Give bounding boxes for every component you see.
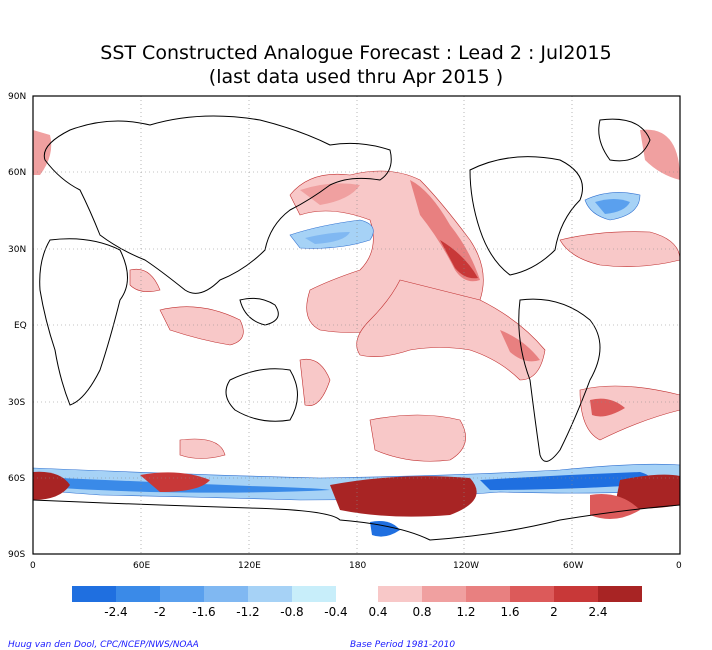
lat-label: 30N bbox=[8, 245, 26, 255]
legend-swatch-positive bbox=[422, 586, 466, 602]
lon-label: 60E bbox=[133, 561, 150, 571]
color-legend: -2.4 -2 -1.6 -1.2 -0.8 -0.4 0.4 0.8 1.2 1.6 2 2.4 bbox=[72, 586, 642, 619]
legend-label: 2 bbox=[550, 605, 558, 619]
lon-label: 180 bbox=[349, 561, 366, 571]
legend-label: 2.4 bbox=[588, 605, 607, 619]
lat-label: 30S bbox=[8, 398, 25, 408]
lat-label: 90N bbox=[8, 92, 26, 102]
lat-label: EQ bbox=[14, 321, 27, 331]
legend-swatch-positive bbox=[598, 586, 642, 602]
lon-label: 0 bbox=[676, 561, 682, 571]
legend-swatch-negative bbox=[292, 586, 336, 602]
legend-label: -1.2 bbox=[236, 605, 259, 619]
map-frame bbox=[32, 95, 681, 555]
lat-label: 60N bbox=[8, 168, 26, 178]
legend-label: 0.4 bbox=[368, 605, 387, 619]
legend-swatch-positive bbox=[554, 586, 598, 602]
lon-label: 120W bbox=[453, 561, 479, 571]
legend-swatch-negative bbox=[204, 586, 248, 602]
legend-swatch-positive bbox=[510, 586, 554, 602]
longitude-labels: 0 60E 120E 180 120W 60W 0 bbox=[30, 561, 682, 571]
map-title: SST Constructed Analogue Forecast : Lead… bbox=[100, 42, 612, 64]
lon-label: 120E bbox=[238, 561, 261, 571]
legend-label: 1.2 bbox=[456, 605, 475, 619]
legend-swatch-negative bbox=[72, 586, 116, 602]
legend-label: -0.8 bbox=[280, 605, 303, 619]
base-period-note: Base Period 1981-2010 bbox=[350, 640, 456, 650]
legend-label: 0.8 bbox=[412, 605, 431, 619]
legend-label: -0.4 bbox=[324, 605, 347, 619]
legend-swatch-negative bbox=[248, 586, 292, 602]
legend-label: -1.6 bbox=[192, 605, 215, 619]
legend-swatch-positive bbox=[378, 586, 422, 602]
legend-swatch-negative bbox=[160, 586, 204, 602]
legend-swatch-positive bbox=[466, 586, 510, 602]
legend-label: -2.4 bbox=[104, 605, 127, 619]
grid-lines bbox=[33, 96, 680, 554]
legend-swatch-negative bbox=[116, 586, 160, 602]
map-subtitle: (last data used thru Apr 2015 ) bbox=[208, 66, 504, 88]
sst-anomaly-field bbox=[32, 129, 681, 537]
lon-label: 0 bbox=[30, 561, 36, 571]
legend-label: 1.6 bbox=[500, 605, 519, 619]
lat-label: 90S bbox=[8, 550, 25, 560]
lon-label: 60W bbox=[563, 561, 583, 571]
legend-label: -2 bbox=[154, 605, 166, 619]
lat-label: 60S bbox=[8, 474, 25, 484]
author-credit: Huug van den Dool, CPC/NCEP/NWS/NOAA bbox=[8, 640, 199, 650]
latitude-labels: 90N 60N 30N EQ 30S 60S 90S bbox=[8, 92, 27, 560]
